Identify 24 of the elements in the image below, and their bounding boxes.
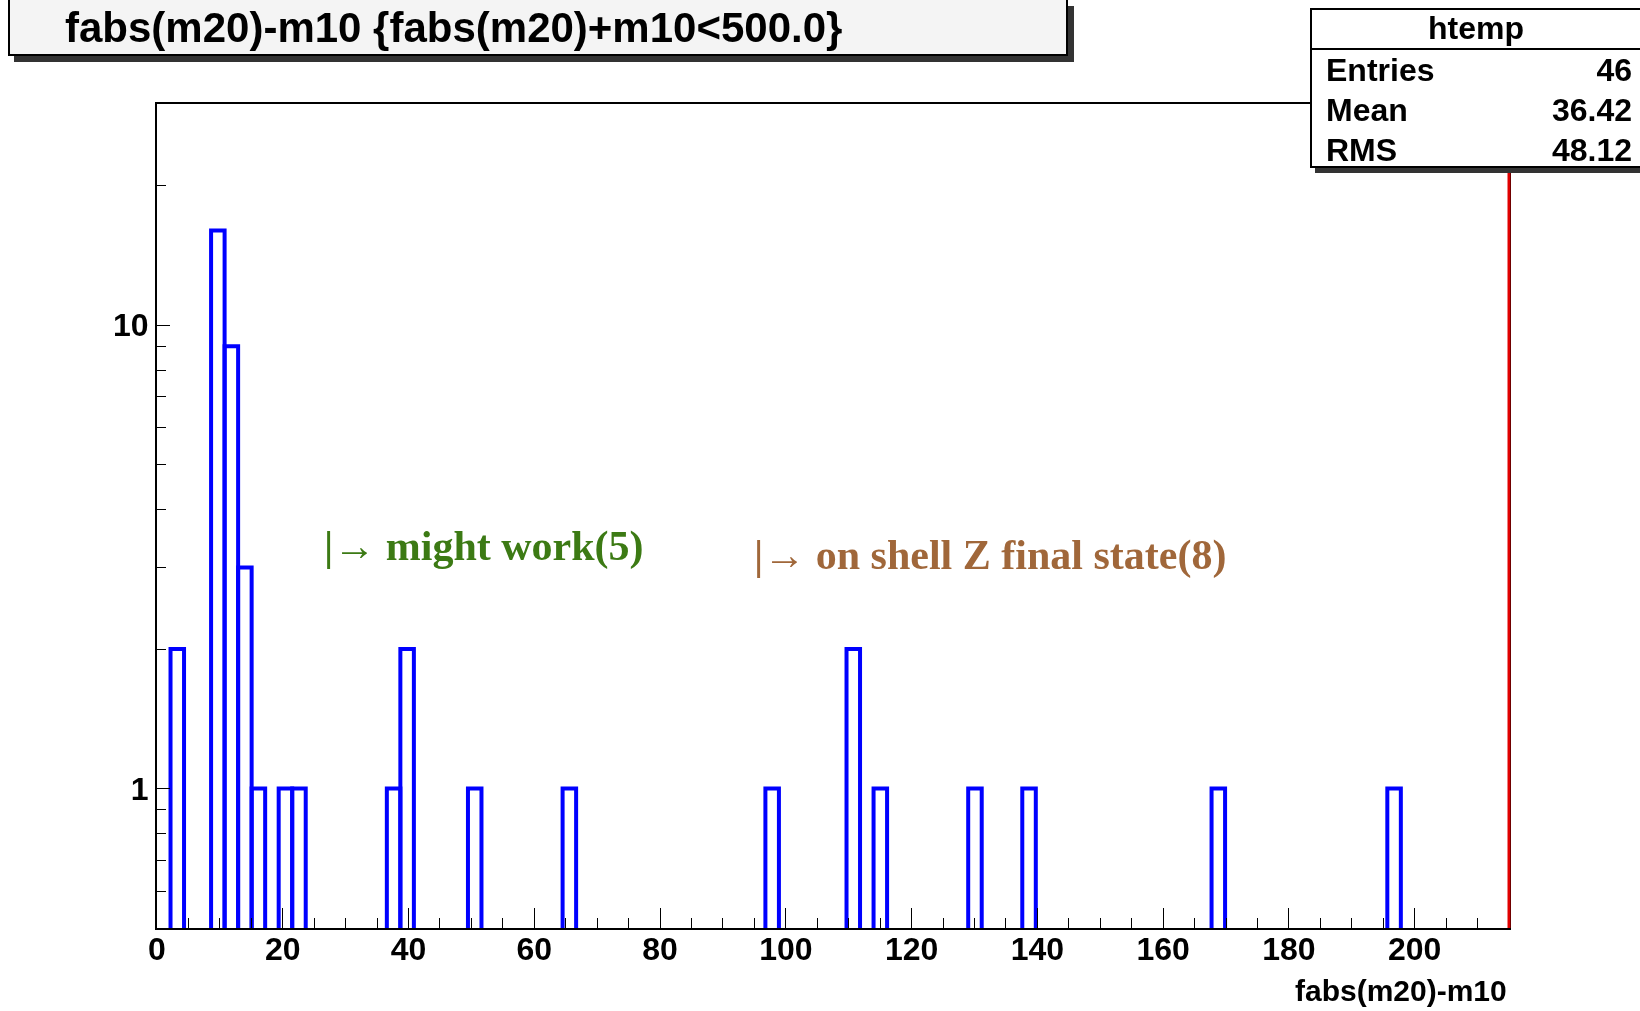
chart-title: fabs(m20)-m10 {fabs(m20)+m10<500.0} [8,0,1068,56]
x-tick-label: 120 [884,931,939,968]
x-tick-label: 60 [516,931,553,968]
x-tick-label: 140 [1010,931,1065,968]
annotation: RMS [1326,131,1398,170]
text: 46 [1596,51,1632,90]
x-tick-label: 160 [1136,931,1190,968]
x-tick-label: 180 [1262,931,1316,968]
x-axis-title: fabs(m20)-m10 [1295,974,1507,1007]
text: 36.42 [1551,91,1632,130]
x-tick-label: 0 [148,931,166,968]
x-tick-label: 40 [390,931,427,968]
text: htemp [1312,10,1640,50]
annotation: Mean [1326,91,1408,130]
y-tick-label: 1 [130,770,149,807]
annotation: |→ might work(5) [324,523,644,570]
annotation: |→ on shell Z final state(8) [754,532,1227,579]
text: 48.12 [1551,131,1632,170]
y-tick-label: 10 [113,307,149,344]
text: Entries [1326,51,1435,90]
x-tick-label: 200 [1387,931,1442,968]
x-tick-label: 80 [642,931,678,968]
x-tick-label: 100 [759,931,813,968]
x-tick-label: 20 [264,931,301,968]
